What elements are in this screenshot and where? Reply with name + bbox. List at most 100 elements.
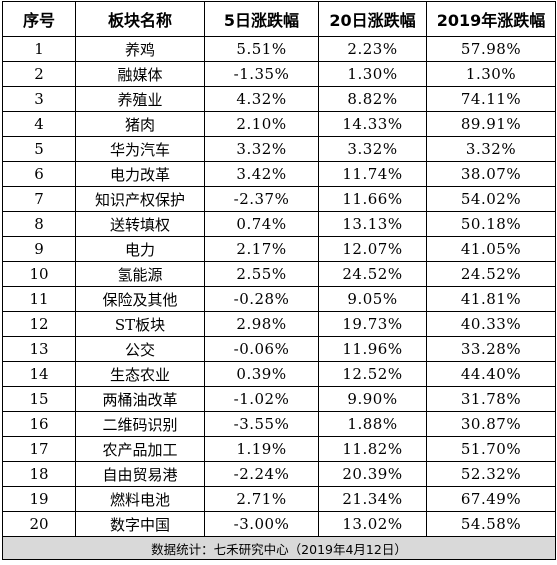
cell-5day-change: -2.37% bbox=[204, 186, 319, 212]
cell-sector-name: 数字中国 bbox=[75, 511, 205, 537]
table-row: 20 数字中国 -3.00% 13.02% 54.58% bbox=[2, 511, 556, 537]
cell-5day-change: 1.19% bbox=[204, 436, 319, 462]
cell-index: 11 bbox=[2, 286, 76, 312]
cell-index: 6 bbox=[2, 161, 76, 187]
table-row: 19 燃料电池 2.71% 21.34% 67.49% bbox=[2, 486, 556, 512]
table-body: 1 养鸡 5.51% 2.23% 57.98% 2 融媒体 -1.35% 1.30% 1.30% 3… bbox=[2, 36, 556, 537]
cell-2019-change: 57.98% bbox=[426, 36, 556, 62]
cell-sector-name: 两桶油改革 bbox=[75, 386, 205, 412]
cell-sector-name: 燃料电池 bbox=[75, 486, 205, 512]
cell-index: 17 bbox=[2, 436, 76, 462]
cell-2019-change: 74.11% bbox=[426, 86, 556, 112]
cell-2019-change: 38.07% bbox=[426, 161, 556, 187]
cell-index: 1 bbox=[2, 36, 76, 62]
header-2019-change: 2019年涨跌幅 bbox=[426, 1, 556, 37]
cell-sector-name: 公交 bbox=[75, 336, 205, 362]
table-row: 18 自由贸易港 -2.24% 20.39% 52.32% bbox=[2, 461, 556, 487]
cell-2019-change: 41.05% bbox=[426, 236, 556, 262]
cell-20day-change: 11.82% bbox=[318, 436, 427, 462]
cell-sector-name: 养鸡 bbox=[75, 36, 205, 62]
cell-sector-name: 氢能源 bbox=[75, 261, 205, 287]
table-row: 10 氢能源 2.55% 24.52% 24.52% bbox=[2, 261, 556, 287]
table-row: 14 生态农业 0.39% 12.52% 44.40% bbox=[2, 361, 556, 387]
cell-5day-change: -2.24% bbox=[204, 461, 319, 487]
table-row: 7 知识产权保护 -2.37% 11.66% 54.02% bbox=[2, 186, 556, 212]
cell-index: 18 bbox=[2, 461, 76, 487]
table-row: 1 养鸡 5.51% 2.23% 57.98% bbox=[2, 36, 556, 62]
table-row: 17 农产品加工 1.19% 11.82% 51.70% bbox=[2, 436, 556, 462]
table-row: 11 保险及其他 -0.28% 9.05% 41.81% bbox=[2, 286, 556, 312]
cell-sector-name: 知识产权保护 bbox=[75, 186, 205, 212]
table-row: 12 ST板块 2.98% 19.73% 40.33% bbox=[2, 311, 556, 337]
cell-index: 20 bbox=[2, 511, 76, 537]
cell-2019-change: 50.18% bbox=[426, 211, 556, 237]
cell-sector-name: ST板块 bbox=[75, 311, 205, 337]
cell-2019-change: 24.52% bbox=[426, 261, 556, 287]
cell-index: 4 bbox=[2, 111, 76, 137]
table-row: 13 公交 -0.06% 11.96% 33.28% bbox=[2, 336, 556, 362]
cell-20day-change: 8.82% bbox=[318, 86, 427, 112]
cell-2019-change: 33.28% bbox=[426, 336, 556, 362]
cell-sector-name: 自由贸易港 bbox=[75, 461, 205, 487]
table-row: 8 送转填权 0.74% 13.13% 50.18% bbox=[2, 211, 556, 237]
cell-5day-change: -1.35% bbox=[204, 61, 319, 87]
cell-5day-change: 4.32% bbox=[204, 86, 319, 112]
cell-2019-change: 30.87% bbox=[426, 411, 556, 437]
cell-20day-change: 11.66% bbox=[318, 186, 427, 212]
cell-20day-change: 12.07% bbox=[318, 236, 427, 262]
cell-2019-change: 51.70% bbox=[426, 436, 556, 462]
header-5day-change: 5日涨跌幅 bbox=[204, 1, 319, 37]
cell-sector-name: 融媒体 bbox=[75, 61, 205, 87]
cell-20day-change: 3.32% bbox=[318, 136, 427, 162]
cell-sector-name: 养殖业 bbox=[75, 86, 205, 112]
cell-index: 19 bbox=[2, 486, 76, 512]
table-row: 15 两桶油改革 -1.02% 9.90% 31.78% bbox=[2, 386, 556, 412]
cell-5day-change: 0.39% bbox=[204, 361, 319, 387]
cell-index: 5 bbox=[2, 136, 76, 162]
cell-5day-change: -3.55% bbox=[204, 411, 319, 437]
cell-20day-change: 9.90% bbox=[318, 386, 427, 412]
header-index: 序号 bbox=[2, 1, 76, 37]
cell-2019-change: 3.32% bbox=[426, 136, 556, 162]
cell-5day-change: 5.51% bbox=[204, 36, 319, 62]
cell-index: 7 bbox=[2, 186, 76, 212]
cell-20day-change: 12.52% bbox=[318, 361, 427, 387]
cell-index: 16 bbox=[2, 411, 76, 437]
cell-20day-change: 1.30% bbox=[318, 61, 427, 87]
cell-5day-change: 3.32% bbox=[204, 136, 319, 162]
cell-2019-change: 40.33% bbox=[426, 311, 556, 337]
cell-20day-change: 14.33% bbox=[318, 111, 427, 137]
source-note: 数据统计：七禾研究中心（2019年4月12日） bbox=[2, 536, 556, 560]
cell-index: 2 bbox=[2, 61, 76, 87]
cell-20day-change: 11.96% bbox=[318, 336, 427, 362]
cell-5day-change: 0.74% bbox=[204, 211, 319, 237]
header-row: 序号 板块名称 5日涨跌幅 20日涨跌幅 2019年涨跌幅 bbox=[2, 1, 556, 37]
table-row: 16 二维码识别 -3.55% 1.88% 30.87% bbox=[2, 411, 556, 437]
cell-index: 12 bbox=[2, 311, 76, 337]
cell-5day-change: 2.55% bbox=[204, 261, 319, 287]
table-row: 2 融媒体 -1.35% 1.30% 1.30% bbox=[2, 61, 556, 87]
cell-2019-change: 44.40% bbox=[426, 361, 556, 387]
cell-20day-change: 11.74% bbox=[318, 161, 427, 187]
cell-5day-change: 2.98% bbox=[204, 311, 319, 337]
cell-20day-change: 2.23% bbox=[318, 36, 427, 62]
cell-20day-change: 9.05% bbox=[318, 286, 427, 312]
cell-index: 3 bbox=[2, 86, 76, 112]
cell-20day-change: 13.13% bbox=[318, 211, 427, 237]
cell-sector-name: 猪肉 bbox=[75, 111, 205, 137]
cell-2019-change: 52.32% bbox=[426, 461, 556, 487]
cell-sector-name: 送转填权 bbox=[75, 211, 205, 237]
cell-sector-name: 电力改革 bbox=[75, 161, 205, 187]
cell-2019-change: 89.91% bbox=[426, 111, 556, 137]
cell-index: 9 bbox=[2, 236, 76, 262]
cell-5day-change: 2.17% bbox=[204, 236, 319, 262]
cell-sector-name: 华为汽车 bbox=[75, 136, 205, 162]
cell-20day-change: 1.88% bbox=[318, 411, 427, 437]
cell-5day-change: -0.06% bbox=[204, 336, 319, 362]
cell-2019-change: 67.49% bbox=[426, 486, 556, 512]
cell-2019-change: 41.81% bbox=[426, 286, 556, 312]
cell-sector-name: 保险及其他 bbox=[75, 286, 205, 312]
cell-index: 15 bbox=[2, 386, 76, 412]
cell-index: 13 bbox=[2, 336, 76, 362]
